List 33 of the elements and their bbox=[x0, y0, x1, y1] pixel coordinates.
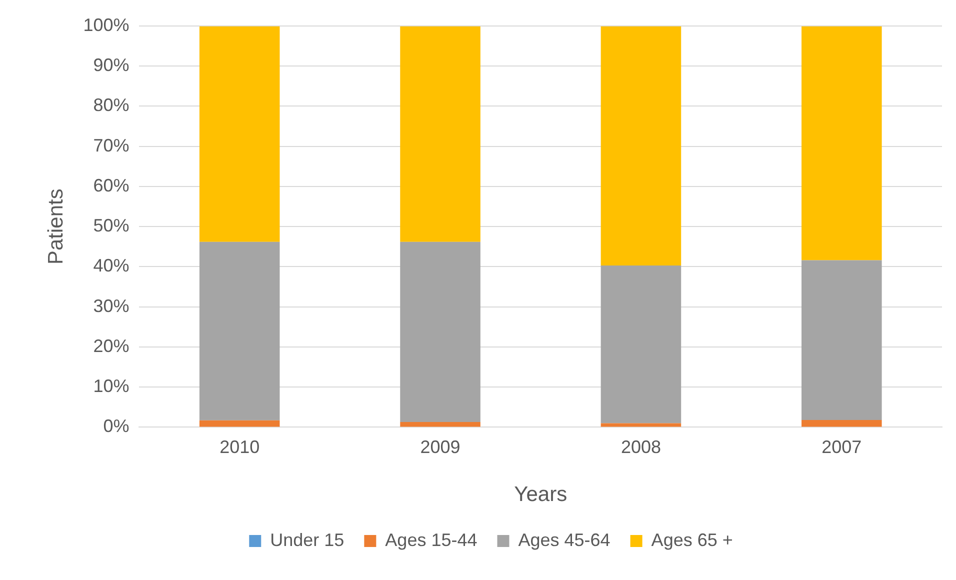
x-tick-label: 2008 bbox=[620, 436, 661, 457]
bar bbox=[400, 26, 480, 242]
y-tick-label: 40% bbox=[93, 256, 130, 276]
x-axis-title: Years bbox=[514, 483, 568, 506]
bar bbox=[400, 242, 480, 422]
bar bbox=[600, 423, 682, 427]
bar bbox=[199, 420, 280, 427]
y-tick-label: 30% bbox=[93, 296, 130, 316]
legend-label: Under 15 bbox=[270, 530, 344, 550]
bar bbox=[802, 260, 882, 420]
x-tick-label: 2010 bbox=[220, 436, 260, 457]
bar bbox=[802, 26, 882, 260]
y-tick-label: 60% bbox=[93, 175, 130, 196]
legend-label: Ages 65 + bbox=[651, 530, 733, 550]
y-tick-label: 10% bbox=[93, 376, 130, 396]
bar bbox=[199, 26, 280, 242]
y-tick-label: 80% bbox=[93, 95, 130, 116]
x-tick-label: 2007 bbox=[822, 436, 862, 457]
legend-label: Ages 45-64 bbox=[518, 530, 610, 550]
y-axis-title: Patients bbox=[44, 188, 68, 265]
bar bbox=[400, 422, 480, 427]
bar bbox=[600, 26, 682, 266]
x-tick-label: 2009 bbox=[420, 436, 460, 457]
y-tick-label: 90% bbox=[93, 55, 130, 76]
bar bbox=[600, 266, 682, 424]
y-tick-label: 50% bbox=[93, 216, 130, 236]
bar bbox=[802, 420, 882, 427]
y-tick-label: 100% bbox=[83, 14, 130, 35]
y-tick-label: 20% bbox=[93, 336, 130, 356]
bar bbox=[199, 242, 280, 420]
legend-label: Ages 15-44 bbox=[385, 530, 478, 550]
y-tick-label: 0% bbox=[103, 416, 130, 436]
y-tick-label: 70% bbox=[93, 135, 130, 156]
